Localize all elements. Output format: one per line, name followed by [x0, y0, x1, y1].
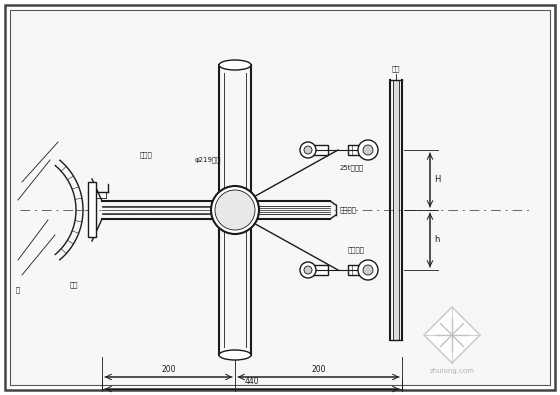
Circle shape — [211, 186, 259, 234]
Text: 440: 440 — [245, 377, 259, 386]
Text: H: H — [434, 175, 440, 184]
Text: 玻璃肋板: 玻璃肋板 — [348, 247, 365, 253]
Circle shape — [215, 190, 255, 230]
Circle shape — [363, 145, 373, 155]
Bar — [88, 182, 96, 237]
Bar — [308, 265, 328, 275]
Text: φ219钢管: φ219钢管 — [195, 157, 222, 163]
Text: 钢管柱: 钢管柱 — [140, 152, 153, 158]
Text: 200: 200 — [161, 365, 176, 374]
Circle shape — [300, 142, 316, 158]
Circle shape — [304, 146, 312, 154]
Text: 连接螺栓: 连接螺栓 — [340, 207, 357, 213]
Text: 桩: 桩 — [16, 287, 20, 293]
Text: 距桩: 距桩 — [392, 66, 400, 72]
Text: zhulong.com: zhulong.com — [430, 368, 474, 374]
Bar — [348, 265, 366, 275]
Ellipse shape — [219, 60, 251, 70]
Circle shape — [304, 266, 312, 274]
Bar — [308, 145, 328, 155]
Bar — [348, 145, 366, 155]
Text: 钢梁: 钢梁 — [70, 282, 78, 288]
Circle shape — [300, 262, 316, 278]
Polygon shape — [424, 307, 480, 363]
Circle shape — [358, 260, 378, 280]
Bar — [393, 80, 399, 340]
Circle shape — [358, 140, 378, 160]
Circle shape — [363, 265, 373, 275]
Text: 200: 200 — [311, 365, 326, 374]
Text: 25t连接板: 25t连接板 — [340, 165, 364, 171]
Text: h: h — [434, 235, 440, 245]
Ellipse shape — [219, 350, 251, 360]
Bar — [90, 192, 106, 198]
